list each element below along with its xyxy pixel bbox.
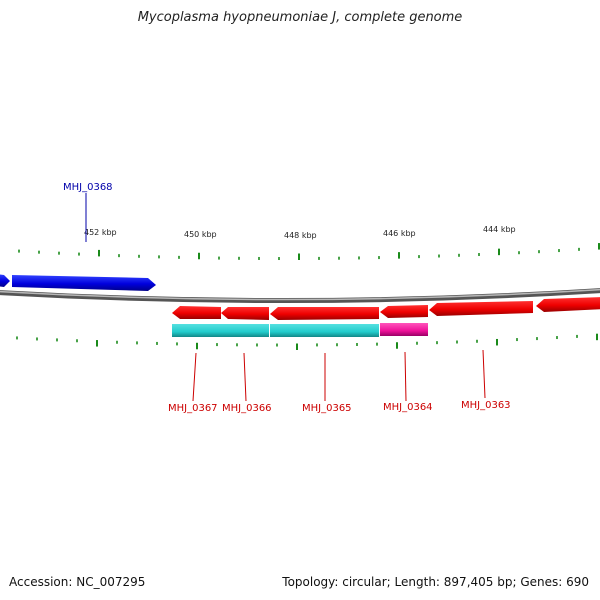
outer-tick-ring	[18, 243, 600, 261]
cds-band-MHJ_0365[interactable]	[270, 324, 379, 337]
gene-arrow-MHJ_0367[interactable]	[172, 306, 221, 319]
gene-label-MHJ_0367[interactable]: MHJ_0367	[168, 403, 218, 414]
genome-title: Mycoplasma hyopneumoniae J, complete gen…	[137, 10, 463, 25]
genome-summary-text: Topology: circular; Length: 897,405 bp; …	[282, 575, 589, 589]
cds-band-MHJ_0364[interactable]	[380, 323, 428, 336]
accession-text: Accession: NC_007295	[9, 575, 146, 589]
genome-backbone-highlight	[0, 288, 600, 301]
gene-arrow-MHJ_0366[interactable]	[221, 307, 269, 320]
gene-arrow-MHJ_0363[interactable]	[429, 301, 533, 316]
gene-arrow-MHJ_0364[interactable]	[380, 305, 428, 318]
leader-line-MHJ_0364	[404, 351, 407, 402]
inner-tick-ring	[16, 333, 598, 351]
gene-arrow-MHJ_0368[interactable]	[12, 275, 156, 291]
gene-label-MHJ_0366[interactable]: MHJ_0366	[222, 403, 272, 414]
leader-line-MHJ_0367	[192, 352, 197, 402]
cds-band-MHJ_0366[interactable]	[221, 324, 269, 337]
tick-label-452: 452 kbp	[84, 228, 117, 237]
tick-label-448: 448 kbp	[284, 231, 317, 240]
gene-arrow-left-edge[interactable]	[0, 274, 10, 287]
gene-label-MHJ_0368[interactable]: MHJ_0368	[63, 182, 113, 193]
genome-backbone	[0, 288, 600, 304]
leader-line-MHJ_0366	[243, 352, 247, 402]
tick-label-444: 444 kbp	[483, 225, 516, 234]
gene-label-MHJ_0365[interactable]: MHJ_0365	[302, 403, 352, 414]
gene-label-MHJ_0364[interactable]: MHJ_0364	[383, 402, 433, 413]
tick-label-450: 450 kbp	[184, 230, 217, 239]
gene-arrow-MHJ_0365[interactable]	[270, 307, 379, 320]
gene-arrow-right-edge[interactable]	[536, 297, 600, 312]
cds-band-MHJ_0367[interactable]	[172, 324, 221, 337]
leader-line-MHJ_0363	[482, 349, 486, 399]
gene-label-MHJ_0363[interactable]: MHJ_0363	[461, 400, 511, 411]
tick-label-446: 446 kbp	[383, 229, 416, 238]
